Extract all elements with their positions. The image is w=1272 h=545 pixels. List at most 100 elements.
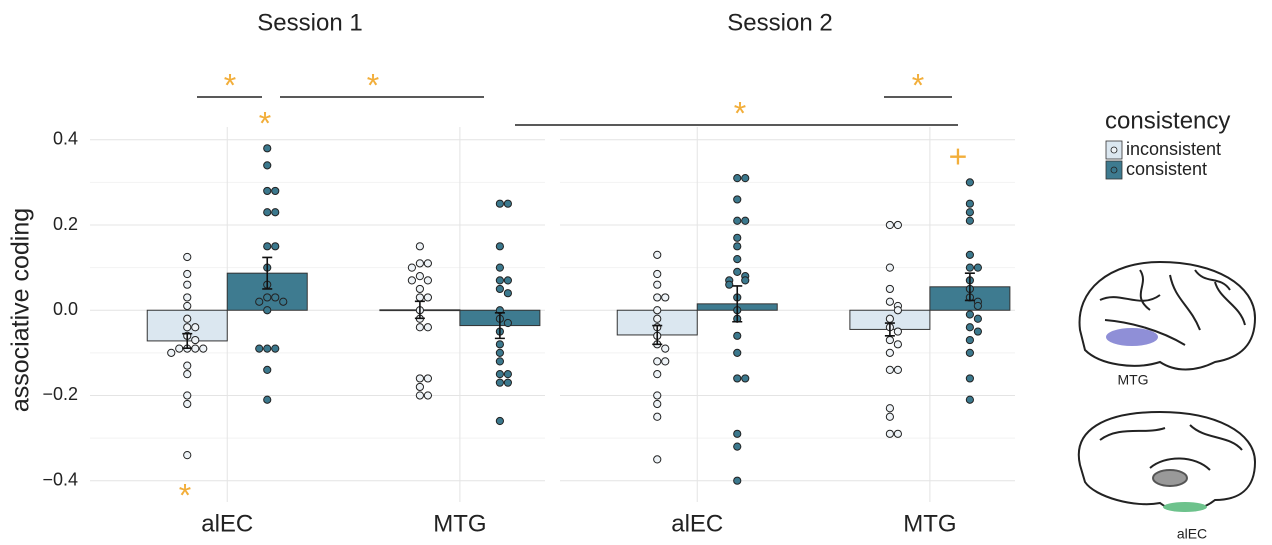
data-point [176,345,183,352]
data-point [256,345,263,352]
data-point [734,443,741,450]
data-point [496,285,503,292]
data-point [654,251,661,258]
data-point [256,298,263,305]
legend-label: consistent [1126,159,1207,179]
data-point [504,290,511,297]
data-point [662,358,669,365]
data-point [184,371,191,378]
chart: associative coding consistency MTG alEC … [0,0,1272,545]
panel-title: Session 1 [257,9,362,36]
data-point [496,200,503,207]
data-point [496,341,503,348]
data-point [424,324,431,331]
significance-marker: * [224,67,236,103]
data-point [504,371,511,378]
data-point [654,371,661,378]
significance-marker: * [259,105,271,141]
data-point [416,294,423,301]
data-point [662,294,669,301]
data-point [966,217,973,224]
y-axis-label: associative coding [7,208,35,412]
data-point [894,366,901,373]
data-point [886,430,893,437]
data-point [654,294,661,301]
data-point [264,345,271,352]
data-point [264,307,271,314]
data-point [734,332,741,339]
data-point [966,200,973,207]
data-point [496,264,503,271]
data-point [742,175,749,182]
data-point [264,294,271,301]
legend-label: inconsistent [1126,139,1221,159]
data-point [726,281,733,288]
data-point [264,145,271,152]
data-point [496,358,503,365]
data-point [974,264,981,271]
data-point [192,345,199,352]
data-point [424,260,431,267]
y-tick-label: 0.2 [53,214,78,234]
data-point [184,324,191,331]
inset-label: alEC [1177,526,1207,542]
data-point [184,315,191,322]
data-point [264,187,271,194]
data-point [496,243,503,250]
data-point [184,452,191,459]
data-point [504,277,511,284]
data-point [654,400,661,407]
data-point [168,349,175,356]
data-point [504,319,511,326]
data-point [654,358,661,365]
data-point [886,405,893,412]
data-point [184,400,191,407]
data-point [966,311,973,318]
data-point [424,294,431,301]
data-point [496,277,503,284]
data-point [272,345,279,352]
panel-title: Session 2 [727,9,832,36]
significance-marker: * [912,67,924,103]
data-point [416,383,423,390]
data-point [192,336,199,343]
data-point [894,307,901,314]
data-point [264,209,271,216]
data-point [496,371,503,378]
data-point [886,285,893,292]
data-point [894,430,901,437]
x-tick-label: MTG [433,510,486,537]
x-tick-label: alEC [201,510,253,537]
data-point [966,336,973,343]
y-tick-label: −0.4 [42,469,78,489]
inset-label: MTG [1117,372,1148,388]
data-point [504,379,511,386]
brain-lateral [1080,262,1255,370]
significance-marker: * [179,477,191,513]
data-point [416,273,423,280]
data-point [496,379,503,386]
data-point [184,294,191,301]
data-point [734,243,741,250]
legend-title: consistency [1105,107,1230,134]
data-point [416,324,423,331]
data-point [886,349,893,356]
data-point [272,209,279,216]
data-point [894,341,901,348]
data-point [654,456,661,463]
data-point [280,298,287,305]
data-point [416,392,423,399]
significance-marker: * [734,95,746,131]
data-point [966,324,973,331]
data-point [424,392,431,399]
legend-dot [1111,147,1117,153]
data-point [416,243,423,250]
y-tick-label: 0.0 [53,299,78,319]
data-point [654,413,661,420]
data-point [496,349,503,356]
legend-dot [1111,167,1117,173]
data-point [654,307,661,314]
data-point [184,392,191,399]
data-point [662,345,669,352]
data-point [416,375,423,382]
